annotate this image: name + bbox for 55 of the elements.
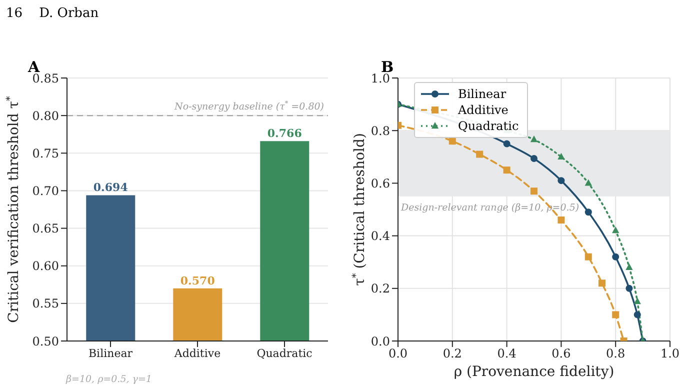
x-tick-label: Additive [173, 346, 221, 360]
point [530, 188, 538, 195]
point [626, 284, 633, 292]
point [634, 311, 641, 318]
point [503, 140, 510, 148]
point [634, 298, 641, 304]
point [584, 253, 592, 260]
y-tick-label: 0.55 [32, 296, 59, 311]
point [626, 263, 633, 270]
y-tick-label: 1.0 [370, 71, 390, 86]
x-tick-label: 0.8 [606, 346, 626, 361]
y-tick-label: 0.75 [32, 146, 59, 160]
y-tick-label: 0.80 [32, 108, 59, 123]
point [448, 138, 456, 145]
text: 16 D. Orban [6, 6, 99, 21]
band-label: Design-relevant range (β=10, ρ=0.5) [400, 202, 580, 214]
x-tick-label: 1.0 [660, 346, 680, 361]
point [584, 208, 592, 216]
data-label: 0.694 [93, 181, 128, 194]
text: β=10, ρ=0.5, γ=1 [66, 374, 152, 385]
y-tick-label: 0.70 [32, 184, 59, 198]
point [503, 166, 510, 174]
y-tick-label: 0.85 [32, 71, 59, 86]
x-tick-label: Bilinear [88, 346, 134, 360]
x-tick-label: 0.0 [388, 346, 408, 361]
data-label: 0.766 [267, 127, 302, 140]
x-tick-label: 0.4 [497, 346, 517, 361]
point [558, 152, 565, 160]
point [530, 136, 538, 142]
point [612, 253, 620, 260]
legend-label: Bilinear [458, 87, 506, 101]
y-tick-label: 0.8 [370, 124, 390, 138]
y-tick-label: 0.4 [370, 229, 390, 244]
y-tick-label: 0.2 [370, 282, 390, 296]
point [558, 216, 565, 224]
legend-label: Additive [458, 103, 508, 117]
x-tick-label: 0.2 [442, 346, 462, 361]
data-label: 0.570 [180, 274, 216, 288]
ref-line-label: No-synergy baseline (τ$^{*}$ =0.80) [174, 100, 324, 113]
point [530, 154, 538, 162]
point [598, 280, 606, 287]
point [558, 177, 565, 184]
y-tick-label: 0.6 [370, 176, 390, 190]
y-tick-label: 0.0 [370, 334, 390, 348]
y-tick-label: 0.65 [32, 222, 59, 236]
point [612, 226, 620, 234]
point [584, 179, 592, 186]
y-tick-label: 0.50 [32, 334, 59, 348]
legend-label: Quadratic [458, 119, 519, 133]
point [476, 150, 484, 158]
x-tick-label: Quadratic [256, 346, 312, 360]
x-axis-title: ρ (Provenance fidelity) [454, 364, 614, 380]
x-tick-label: 0.6 [552, 346, 571, 361]
point [612, 311, 620, 318]
y-tick-label: 0.60 [32, 259, 59, 274]
